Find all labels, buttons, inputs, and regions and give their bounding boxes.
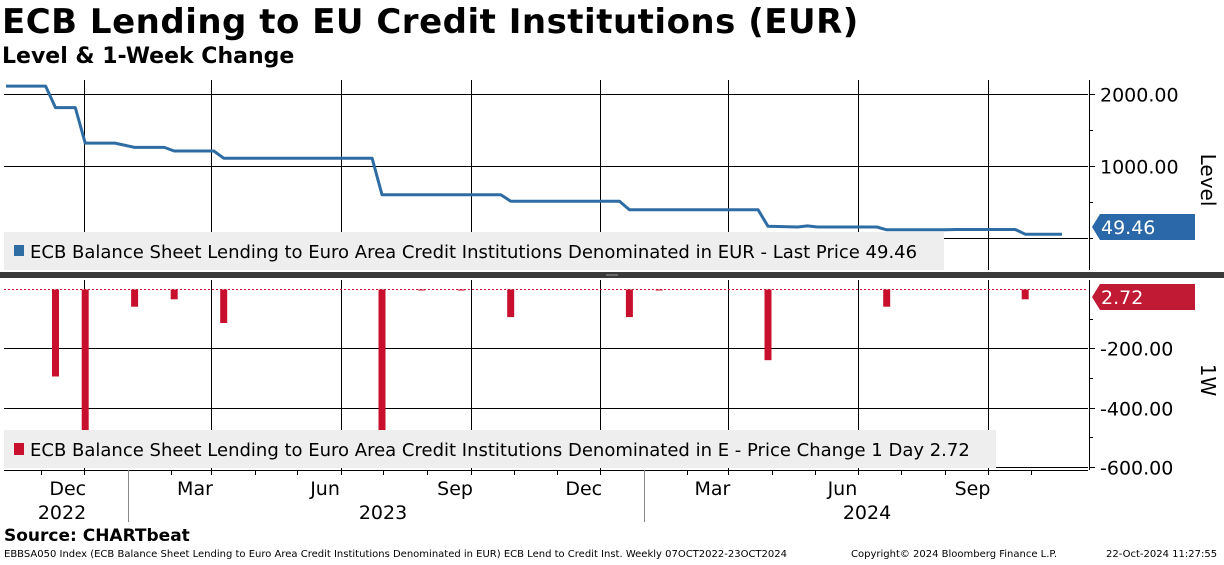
- level-series-line: [6, 84, 1062, 236]
- x-tick-label-jun: Jun: [309, 478, 340, 500]
- year-label-2022: 2022: [38, 502, 86, 524]
- y-axis-label-level: Level: [1196, 154, 1220, 207]
- legend-change: ECB Balance Sheet Lending to Euro Area C…: [4, 430, 996, 468]
- last-price-badge: [1092, 214, 1195, 240]
- last-price-value: 49.46: [1101, 217, 1155, 239]
- chart-title: ECB Lending to EU Credit Institutions (E…: [2, 2, 859, 42]
- ytick-label-top: 1000.00: [1100, 157, 1179, 179]
- legend-level: ECB Balance Sheet Lending to Euro Area C…: [4, 232, 944, 270]
- change-bar: [507, 289, 515, 318]
- change-bar: [170, 289, 178, 300]
- legend-change-bg: [4, 430, 996, 468]
- change-bar: [764, 289, 772, 361]
- footer-copyright: Copyright© 2024 Bloomberg Finance L.P.: [851, 549, 1058, 560]
- ytick-label-top: 2000.00: [1100, 85, 1179, 107]
- year-label-2023: 2023: [359, 502, 407, 524]
- x-tick-label-sep: Sep: [955, 478, 991, 500]
- last-change-badge: [1092, 284, 1195, 310]
- x-tick-label-mar: Mar: [694, 478, 730, 500]
- change-bar: [418, 289, 426, 291]
- change-bar: [81, 289, 89, 437]
- change-bar: [52, 289, 59, 377]
- ytick-label-bottom: -600.00: [1100, 458, 1173, 480]
- x-tick-label-sep: Sep: [437, 478, 473, 500]
- change-bar: [457, 289, 465, 291]
- x-tick-label-mar: Mar: [177, 478, 213, 500]
- axis-layer: Level 1W 2000.00 1000.00 -200.00 -400.00 -60…: [4, 80, 1220, 524]
- x-tick-label-dec: Dec: [49, 478, 86, 500]
- legend-change-swatch: [14, 443, 24, 455]
- legend-change-label: ECB Balance Sheet Lending to Euro Area C…: [30, 440, 970, 461]
- grid-layer: [0, 80, 1224, 470]
- badge-layer: 49.46 2.72: [1092, 214, 1195, 310]
- legend-level-bg: [4, 232, 944, 270]
- change-bar: [625, 289, 633, 318]
- source-note: Source: CHARTbeat: [4, 526, 190, 546]
- x-tick-label-jun: Jun: [827, 478, 858, 500]
- footer-ticker-description: EBBSA050 Index (ECB Balance Sheet Lendin…: [4, 549, 787, 560]
- change-bar: [1021, 289, 1029, 300]
- year-label-2024: 2024: [843, 502, 891, 524]
- legend-level-swatch: [14, 245, 24, 256]
- ytick-label-bottom: -200.00: [1100, 339, 1173, 361]
- change-bar: [378, 289, 386, 433]
- x-tick-label-dec: Dec: [565, 478, 602, 500]
- plot-layer: [6, 84, 1062, 437]
- footer-timestamp: 22-Oct-2024 11:27:55: [1106, 549, 1218, 560]
- change-bar: [131, 289, 139, 307]
- change-bar: [220, 289, 228, 323]
- change-bar: [655, 289, 663, 291]
- last-change-value: 2.72: [1101, 287, 1143, 309]
- ytick-label-bottom: -400.00: [1100, 399, 1173, 421]
- y-axis-label-1w: 1W: [1196, 364, 1220, 397]
- change-bar: [883, 289, 891, 307]
- chart-subtitle: Level & 1-Week Change: [2, 44, 295, 69]
- legend-level-label: ECB Balance Sheet Lending to Euro Area C…: [30, 242, 917, 263]
